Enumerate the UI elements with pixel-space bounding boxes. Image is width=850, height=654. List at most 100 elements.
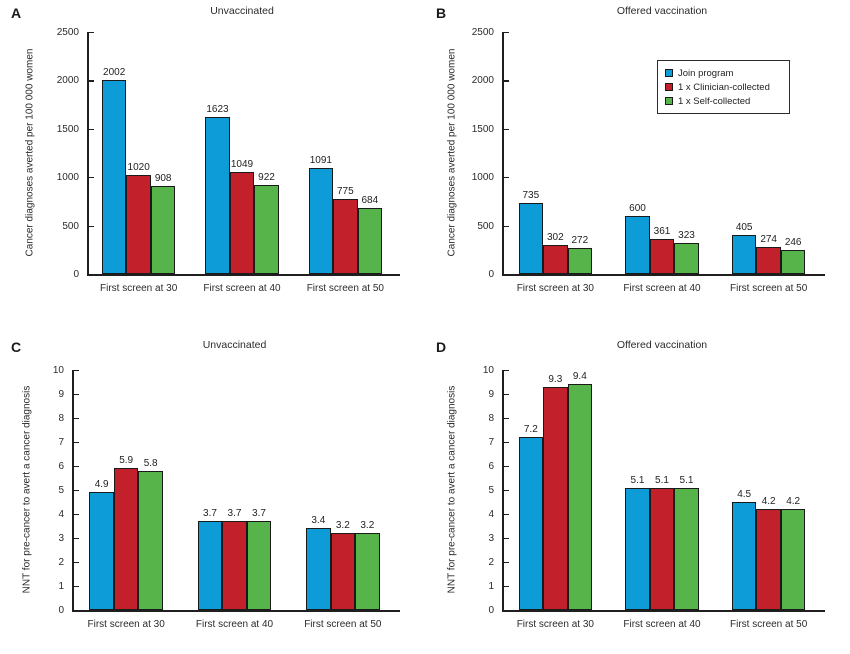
y-tick xyxy=(88,80,94,82)
y-tick xyxy=(88,225,94,227)
x-axis-line xyxy=(502,274,825,276)
bar-value-label: 3.7 xyxy=(252,508,266,520)
panel-title: Offered vaccination xyxy=(616,339,708,351)
bar-join-program xyxy=(731,234,757,274)
y-tick xyxy=(73,514,79,516)
x-axis-line xyxy=(72,610,400,612)
bar-value-label: 735 xyxy=(522,189,540,201)
panel-title: Unvaccinated xyxy=(202,339,267,351)
y-tick xyxy=(503,466,509,468)
bar-1-x-self-collected xyxy=(780,509,806,610)
y-tick-label: 2 xyxy=(488,557,494,568)
y-tick-label: 8 xyxy=(58,413,64,424)
bar-value-label: 302 xyxy=(546,231,564,243)
bar-1-x-clinician-collected xyxy=(543,244,568,274)
panel-letter: A xyxy=(11,5,22,21)
x-axis-line xyxy=(502,610,825,612)
bar-value-label: 4.9 xyxy=(94,479,109,491)
bar-1-x-self-collected xyxy=(567,247,593,274)
y-tick-label: 3 xyxy=(488,533,494,544)
bar-1-x-self-collected xyxy=(567,384,593,610)
y-tick-label: 1500 xyxy=(56,123,79,135)
y-axis-line xyxy=(72,370,74,611)
y-tick-label: 2500 xyxy=(471,27,494,38)
y-tick xyxy=(503,128,509,130)
bar-join-program xyxy=(731,502,757,610)
y-tick-label: 2000 xyxy=(471,75,494,87)
bar-1-x-clinician-collected xyxy=(649,239,675,274)
y-tick xyxy=(73,586,79,588)
y-axis-line xyxy=(502,370,504,611)
legend-item: 1 x Clinician-collected xyxy=(665,82,782,93)
y-tick xyxy=(503,370,509,372)
panel-c-unvaccinated-nnt: C Unvaccinated NNT for pre-cancer to avert… xyxy=(0,327,425,654)
y-axis-line xyxy=(87,32,89,275)
legend: Join program 1 x Clinician-collected 1 x S… xyxy=(657,60,790,114)
y-tick-label: 1000 xyxy=(56,172,79,184)
y-tick-label: 4 xyxy=(58,509,64,520)
bar-value-label: 4.2 xyxy=(786,496,801,508)
panel-letter: B xyxy=(436,5,447,21)
y-tick-label: 5 xyxy=(488,485,494,496)
bar-value-label: 3.2 xyxy=(335,520,350,532)
x-category-label: First screen at 30 xyxy=(100,283,178,294)
y-axis-label: Cancer diagnoses averted per 100 000 wom… xyxy=(446,48,458,257)
legend-label: Join program xyxy=(678,67,734,79)
bar-value-label: 3.4 xyxy=(311,515,326,527)
x-category-label: First screen at 40 xyxy=(623,283,701,294)
bar-1-x-self-collected xyxy=(150,186,176,274)
panel-b-offered-vaccination-diagnoses-averted: B Offered vaccination Cancer diagnoses ave… xyxy=(425,0,850,327)
y-tick-label: 9 xyxy=(58,389,64,400)
y-tick-label: 2500 xyxy=(56,27,79,38)
bar-value-label: 7.2 xyxy=(523,424,538,436)
y-tick-label: 4 xyxy=(488,509,494,520)
x-category-label: First screen at 50 xyxy=(306,283,384,294)
x-category-label: First screen at 40 xyxy=(623,619,701,630)
y-tick xyxy=(73,466,79,468)
bar-1-x-self-collected xyxy=(674,242,699,274)
y-tick xyxy=(88,177,94,179)
bar-1-x-self-collected xyxy=(357,207,383,274)
y-tick-label: 7 xyxy=(488,437,494,448)
y-tick xyxy=(88,128,94,130)
bar-value-label: 3.2 xyxy=(360,520,375,532)
y-tick-label: 6 xyxy=(58,461,64,472)
y-tick-label: 5 xyxy=(58,485,64,496)
y-tick-label: 1 xyxy=(488,581,494,592)
y-tick xyxy=(503,225,509,227)
bar-value-label: 405 xyxy=(735,221,753,233)
bar-1-x-clinician-collected xyxy=(229,172,255,274)
panel-letter: D xyxy=(436,339,447,355)
bar-value-label: 9.3 xyxy=(548,373,563,385)
bar-1-x-clinician-collected xyxy=(222,521,247,610)
x-category-label: First screen at 30 xyxy=(516,283,594,294)
y-tick xyxy=(503,394,509,396)
bar-1-x-self-collected xyxy=(674,487,699,610)
legend-swatch-icon xyxy=(665,97,673,105)
y-tick xyxy=(73,370,79,372)
y-tick xyxy=(503,418,509,420)
panel-a-unvaccinated-diagnoses-averted: A Unvaccinated Cancer diagnoses averted pe… xyxy=(0,0,425,327)
y-tick-label: 10 xyxy=(52,365,64,376)
y-tick xyxy=(73,490,79,492)
bar-1-x-self-collected xyxy=(246,521,272,610)
legend-label: 1 x Clinician-collected xyxy=(678,81,770,93)
bar-value-label: 1049 xyxy=(230,159,254,171)
bar-1-x-clinician-collected xyxy=(330,533,356,610)
bar-1-x-self-collected xyxy=(355,533,380,610)
y-tick xyxy=(503,562,509,564)
y-tick-label: 6 xyxy=(488,461,494,472)
bar-join-program xyxy=(518,437,544,610)
bar-value-label: 9.4 xyxy=(572,371,587,383)
y-tick-label: 9 xyxy=(488,389,494,400)
y-axis-label: NNT for pre-cancer to avert a cancer dia… xyxy=(446,385,458,594)
bar-value-label: 5.1 xyxy=(630,474,645,486)
bar-value-label: 922 xyxy=(258,171,275,183)
y-tick xyxy=(73,394,79,396)
bar-value-label: 272 xyxy=(571,234,589,246)
bar-value-label: 5.9 xyxy=(119,455,134,467)
y-tick xyxy=(503,514,509,516)
y-tick-label: 1000 xyxy=(471,172,494,184)
y-tick xyxy=(503,80,509,82)
legend-swatch-icon xyxy=(665,69,673,77)
